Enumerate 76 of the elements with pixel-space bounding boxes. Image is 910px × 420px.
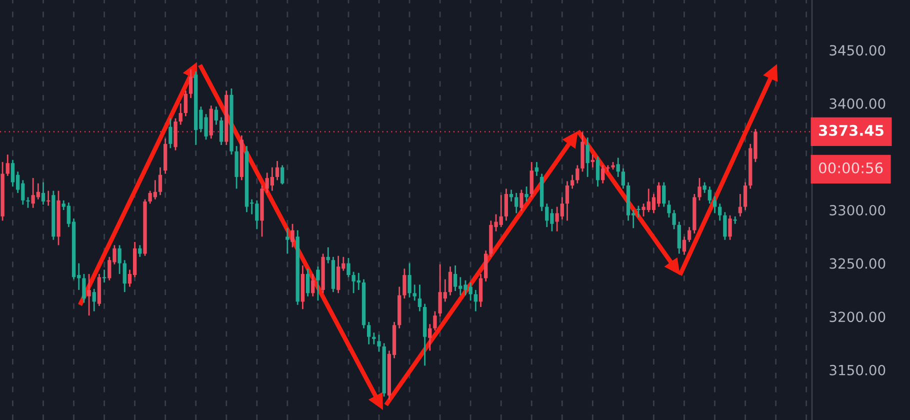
candlestick [275, 160, 280, 181]
candlestick [590, 154, 594, 168]
y-tick-label: 3450.00 [830, 45, 886, 56]
y-tick-label: 3200.00 [830, 312, 886, 322]
candlestick [219, 116, 224, 146]
candlestick [677, 221, 681, 254]
candlestick [636, 205, 640, 218]
candlestick [188, 68, 193, 99]
candlestick [408, 262, 412, 298]
candlestick [601, 164, 605, 184]
candlestick [366, 321, 371, 346]
candlestick [82, 273, 86, 304]
candlestick [712, 195, 717, 214]
candlestick [184, 90, 188, 117]
candlestick [412, 284, 416, 302]
candlestick [311, 273, 315, 298]
candlestick [723, 211, 727, 241]
candlestick [478, 273, 483, 308]
candlestick [118, 244, 122, 275]
candlestick [570, 174, 574, 190]
candlestick [474, 289, 478, 312]
candlestick [433, 310, 437, 332]
candlestick [214, 106, 218, 126]
y-tick-label: 3150.00 [830, 364, 886, 376]
candlestick [168, 118, 172, 149]
candlestick [682, 236, 686, 256]
candlestick [372, 332, 376, 346]
candlestick [448, 266, 452, 296]
candlestick [280, 164, 284, 186]
candlestick [428, 323, 432, 352]
candlestick [728, 214, 732, 241]
candlestick [346, 257, 350, 278]
candlestick [520, 189, 524, 212]
candlestick [87, 273, 91, 316]
text: 00:00:56 [819, 162, 883, 174]
candlestick [524, 186, 528, 202]
candlestick [662, 182, 666, 208]
candlestick [616, 157, 620, 178]
candlestick [138, 244, 142, 258]
candlestick [743, 182, 748, 211]
candlestick [596, 156, 600, 188]
candlestick [306, 268, 310, 298]
y-tick-label: 3250.00 [830, 258, 886, 269]
candlestick [122, 259, 126, 293]
candlestick [41, 182, 46, 206]
candlestick [718, 202, 722, 222]
candlestick [255, 200, 259, 230]
candlestick [316, 266, 320, 302]
candlestick [504, 188, 508, 222]
candlestick [687, 226, 692, 243]
candlestick [377, 334, 381, 352]
candlestick [286, 227, 290, 254]
candlestick [606, 164, 610, 172]
candlestick [698, 177, 702, 202]
ref-line-label: 3373.45 [819, 124, 884, 136]
candlestick [565, 180, 570, 222]
candlestick [514, 192, 518, 214]
candlestick [702, 182, 706, 194]
candlestick [667, 200, 671, 218]
candlestick [672, 209, 676, 230]
candlestick [708, 186, 712, 204]
candlestick [530, 161, 534, 198]
candlestick [6, 154, 10, 177]
y-tick-label: 3300.00 [830, 204, 886, 216]
candlestick [290, 223, 294, 248]
candlestick [534, 161, 539, 177]
candlestick [576, 164, 580, 184]
candlestick [586, 136, 590, 178]
candlestick [178, 102, 182, 126]
candlestick [418, 284, 422, 312]
candlestick [621, 168, 626, 190]
candlestick [26, 196, 30, 209]
candlestick [92, 288, 96, 312]
candlestick [158, 166, 162, 196]
y-tick-label: 3400.00 [830, 98, 886, 109]
candlestick [402, 268, 406, 300]
